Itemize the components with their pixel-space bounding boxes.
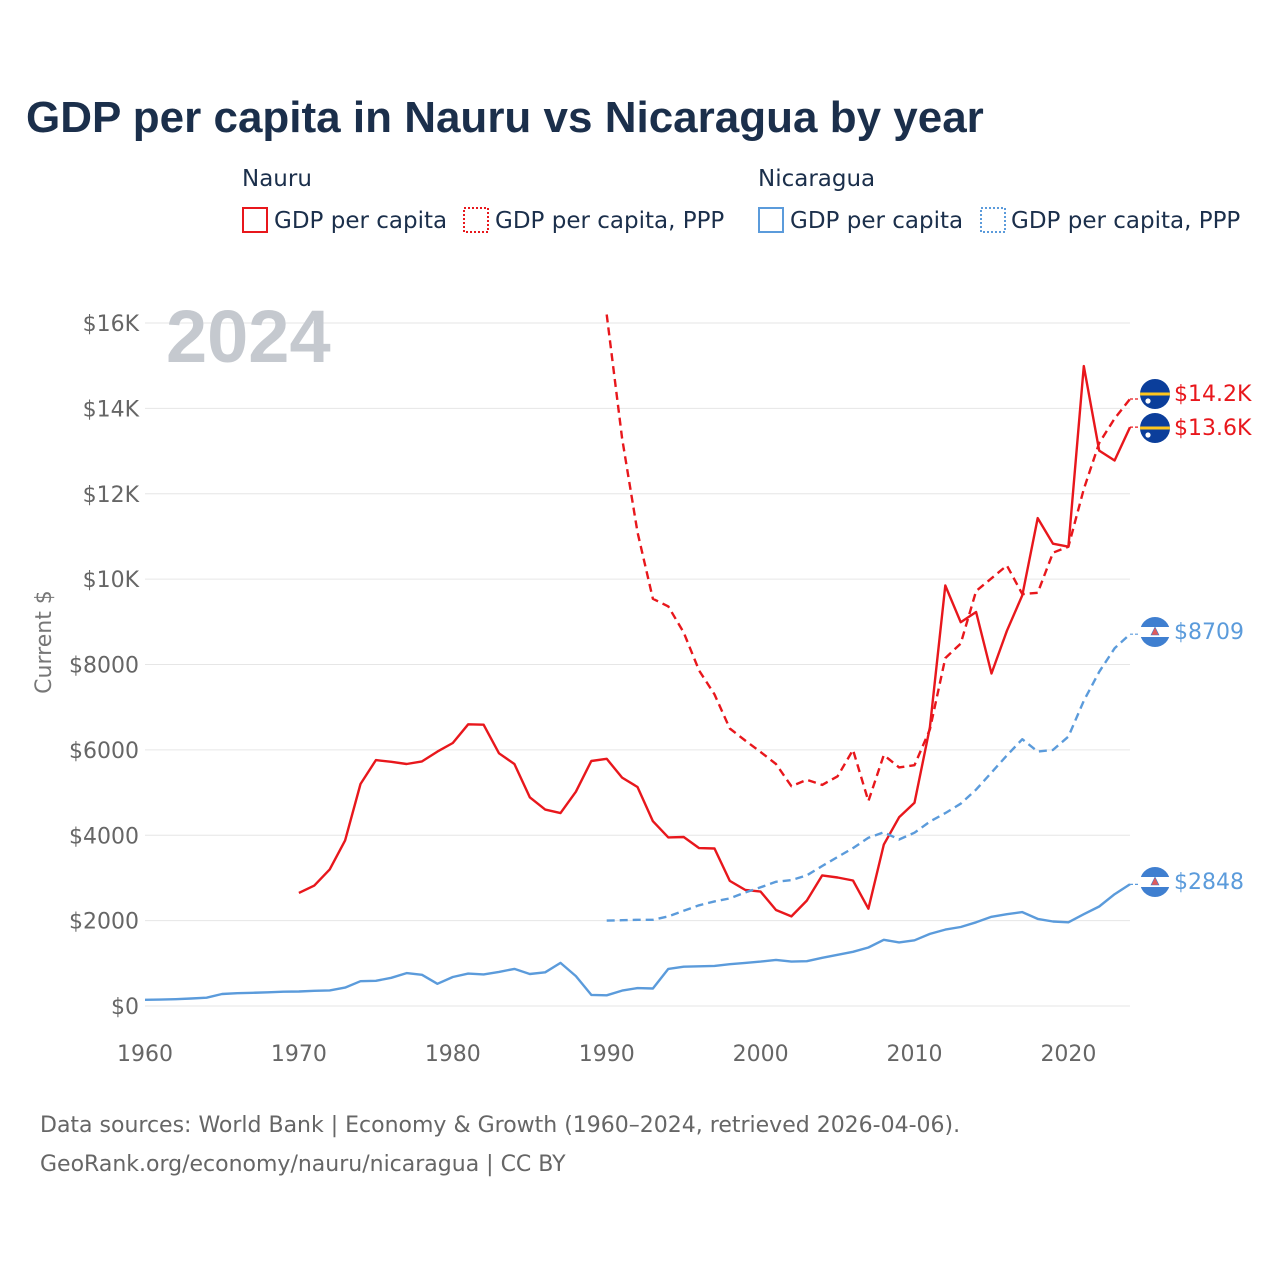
y-tick-label: $16K	[83, 312, 140, 337]
x-tick-label: 1960	[117, 1042, 173, 1067]
legend-group-nauru: Nauru	[242, 166, 312, 192]
nicaragua-ppp-flag-icon	[1140, 617, 1170, 647]
end-label-nicaragua-gdp: $2848	[1174, 870, 1244, 895]
series-line-nauru-gdp-per-capita	[298, 364, 1132, 918]
y-tick-label: $2000	[69, 910, 139, 935]
legend: Nauru GDP per capita GDP per capita, PPP…	[242, 166, 1240, 234]
chart-title: GDP per capita in Nauru vs Nicaragua by …	[26, 93, 984, 142]
y-tick-label: $10K	[83, 568, 140, 593]
legend-group-nicaragua: Nicaragua	[758, 166, 875, 192]
y-tick-label: $8000	[69, 654, 139, 679]
legend-swatch-nicaragua-ppp	[980, 207, 1006, 233]
y-tick-label: $14K	[83, 397, 140, 422]
nicaragua-gdp-flag-icon	[1140, 867, 1170, 897]
series-line-nicaragua-gdp-per-capita	[144, 883, 1131, 1001]
x-tick-label: 1990	[579, 1042, 635, 1067]
y-axis-label: Current $	[32, 590, 57, 694]
x-axis-ticks: 1960 1970 1980 1990 2000 2010 2020	[117, 1042, 1096, 1067]
series-line-nauru-gdp-per-capita-ppp	[605, 314, 1131, 803]
end-markers: $14.2K $13.6K $8709 $2848	[1140, 379, 1252, 897]
legend-label-nauru-gdp: GDP per capita	[274, 208, 447, 234]
series-line-nicaragua-gdp-per-capita-ppp	[606, 633, 1131, 922]
x-tick-label: 2010	[887, 1042, 943, 1067]
legend-swatch-nauru-ppp	[463, 207, 489, 233]
y-tick-label: $0	[111, 995, 139, 1020]
end-label-nauru-ppp: $14.2K	[1174, 382, 1252, 407]
y-tick-label: $4000	[69, 824, 139, 849]
y-tick-label: $12K	[83, 483, 140, 508]
legend-label-nicaragua-ppp: GDP per capita, PPP	[1011, 208, 1240, 234]
x-tick-label: 2000	[733, 1042, 789, 1067]
y-axis-ticks: $0 $2000 $4000 $6000 $8000 $10K $12K $14K $16K	[69, 312, 140, 1020]
source-line-1: Data sources: World Bank | Economy & Gro…	[40, 1113, 960, 1138]
x-tick-label: 2020	[1040, 1042, 1096, 1067]
series-lines	[144, 314, 1140, 1001]
source-line-2: GeoRank.org/economy/nauru/nicaragua | CC…	[40, 1152, 566, 1177]
x-tick-label: 1980	[425, 1042, 481, 1067]
legend-swatch-nicaragua-gdp	[758, 207, 784, 233]
gridlines	[145, 322, 1130, 1007]
nauru-ppp-flag-icon	[1140, 379, 1170, 409]
nauru-gdp-flag-icon	[1140, 413, 1170, 443]
end-label-nauru-gdp: $13.6K	[1174, 416, 1252, 441]
x-tick-label: 1970	[271, 1042, 327, 1067]
y-tick-label: $6000	[69, 739, 139, 764]
legend-label-nauru-ppp: GDP per capita, PPP	[495, 208, 724, 234]
legend-label-nicaragua-gdp: GDP per capita	[790, 208, 963, 234]
end-label-nicaragua-ppp: $8709	[1174, 620, 1244, 645]
legend-swatch-nauru-gdp	[242, 207, 268, 233]
year-watermark: 2024	[166, 295, 331, 378]
